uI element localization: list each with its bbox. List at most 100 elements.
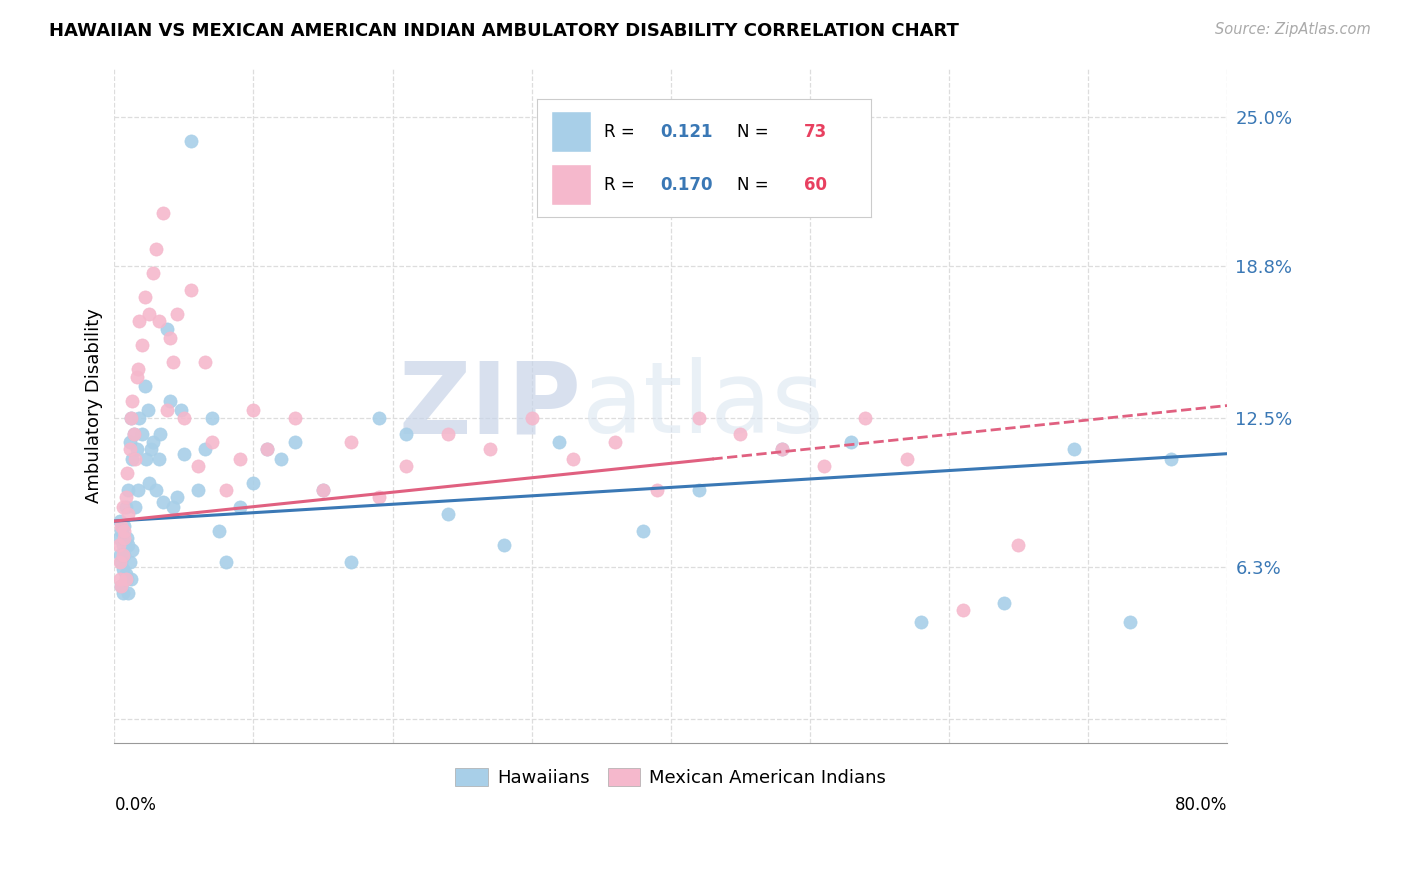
Point: [145, 242, 167, 256]
Point: [631, 524, 654, 538]
Point: [121, 451, 143, 466]
Point: [110, 555, 132, 569]
Point: [166, 490, 188, 504]
Point: [124, 500, 146, 514]
Point: [896, 451, 918, 466]
Point: [201, 410, 224, 425]
Point: [131, 338, 153, 352]
Point: [910, 615, 932, 630]
Point: [367, 490, 389, 504]
Point: [162, 500, 184, 514]
Point: [173, 410, 195, 425]
Point: [149, 427, 172, 442]
Point: [121, 393, 143, 408]
Point: [122, 427, 145, 442]
Point: [645, 483, 668, 497]
Point: [107, 531, 129, 545]
Point: [312, 483, 335, 497]
Point: [215, 555, 238, 569]
Point: [114, 500, 136, 514]
Point: [478, 442, 501, 456]
Point: [256, 442, 278, 456]
Point: [603, 434, 626, 449]
Point: [194, 355, 217, 369]
Text: Source: ZipAtlas.com: Source: ZipAtlas.com: [1215, 22, 1371, 37]
Point: [855, 410, 877, 425]
Point: [112, 524, 135, 538]
Point: [112, 519, 135, 533]
Point: [120, 572, 142, 586]
Point: [127, 362, 149, 376]
Point: [256, 442, 278, 456]
Point: [367, 410, 389, 425]
Point: [492, 538, 515, 552]
Legend: Hawaiians, Mexican American Indians: Hawaiians, Mexican American Indians: [449, 761, 893, 794]
Point: [159, 331, 181, 345]
Point: [134, 290, 156, 304]
Point: [110, 519, 132, 533]
Point: [110, 524, 132, 538]
Point: [145, 483, 167, 497]
Point: [142, 266, 165, 280]
Text: ZIP: ZIP: [399, 357, 582, 454]
Point: [128, 410, 150, 425]
Point: [162, 355, 184, 369]
Point: [520, 410, 543, 425]
Point: [127, 483, 149, 497]
Point: [437, 507, 460, 521]
Point: [117, 483, 139, 497]
Point: [152, 206, 174, 220]
Point: [340, 434, 363, 449]
Point: [215, 483, 238, 497]
Point: [284, 410, 307, 425]
Point: [124, 451, 146, 466]
Point: [562, 451, 585, 466]
Point: [688, 410, 710, 425]
Point: [111, 548, 134, 562]
Point: [138, 475, 160, 490]
Point: [159, 393, 181, 408]
Point: [115, 572, 138, 586]
Point: [1118, 615, 1140, 630]
Point: [813, 458, 835, 473]
Point: [166, 307, 188, 321]
Point: [1007, 538, 1029, 552]
Point: [117, 538, 139, 552]
Point: [201, 434, 224, 449]
Point: [1063, 442, 1085, 456]
Point: [340, 555, 363, 569]
Point: [170, 403, 193, 417]
Point: [993, 596, 1015, 610]
Point: [134, 379, 156, 393]
Point: [122, 427, 145, 442]
Point: [208, 524, 231, 538]
Point: [194, 442, 217, 456]
Point: [125, 442, 148, 456]
Point: [728, 427, 751, 442]
Point: [770, 442, 793, 456]
Point: [114, 572, 136, 586]
Point: [117, 507, 139, 521]
Point: [120, 410, 142, 425]
Point: [139, 442, 162, 456]
Point: [114, 567, 136, 582]
Point: [148, 314, 170, 328]
Point: [395, 427, 418, 442]
Point: [1160, 451, 1182, 466]
Point: [118, 555, 141, 569]
Point: [952, 603, 974, 617]
Point: [187, 458, 209, 473]
Point: [115, 531, 138, 545]
Point: [138, 307, 160, 321]
Point: [437, 427, 460, 442]
Point: [173, 447, 195, 461]
Point: [108, 572, 131, 586]
Point: [148, 451, 170, 466]
Point: [110, 579, 132, 593]
Point: [115, 466, 138, 480]
Point: [108, 514, 131, 528]
Point: [112, 531, 135, 545]
Point: [111, 586, 134, 600]
Point: [111, 562, 134, 576]
Point: [131, 427, 153, 442]
